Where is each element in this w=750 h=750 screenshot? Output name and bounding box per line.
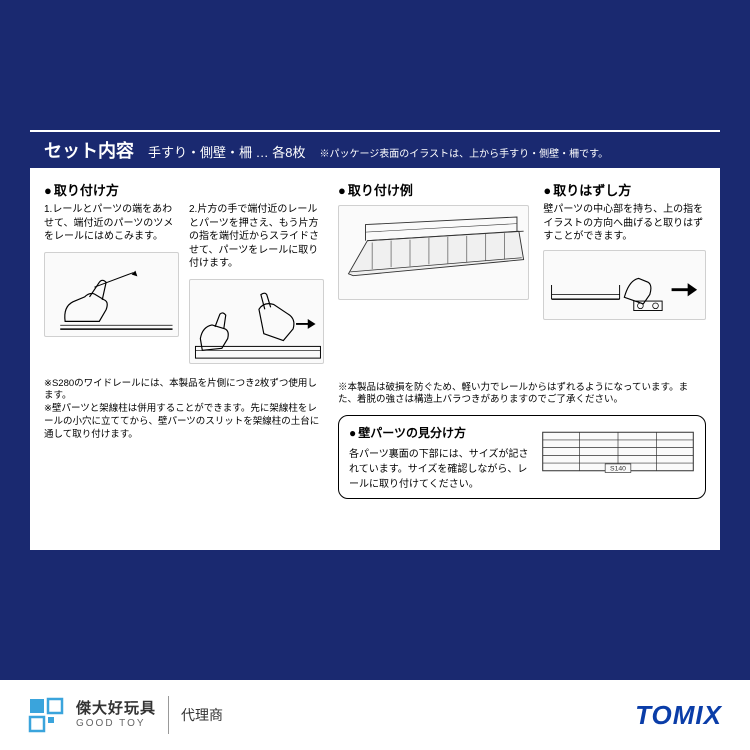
main-area: 取り付け方 1.レールとパーツの端をあわせて、端付近のパーツのツメをレールにはめ… xyxy=(30,170,720,509)
footer-left: 傑大好玩具 GOOD TOY 代理商 xyxy=(28,696,223,734)
removal-illustration xyxy=(543,250,706,320)
example-title: 取り付け例 xyxy=(338,180,529,199)
rail-panel-icon: S140 xyxy=(541,424,695,479)
hand-icon xyxy=(45,253,178,336)
removal-title: 取りはずし方 xyxy=(543,180,706,199)
company-name: 傑大好玩具 xyxy=(76,701,156,718)
install-step-1: 1.レールとパーツの端をあわせて、端付近のパーツのツメをレールにはめこみます。 xyxy=(44,203,179,364)
install-columns: 1.レールとパーツの端をあわせて、端付近のパーツのツメをレールにはめこみます。 xyxy=(44,203,324,364)
goodtoy-logo-text: 傑大好玩具 GOOD TOY xyxy=(76,701,156,729)
s280-note-text: ※S280のワイドレールには、本製品を片側につき2枚ずつ使用します。 ※壁パーツ… xyxy=(44,378,324,442)
footer-divider xyxy=(168,696,169,734)
example-section: 取り付け例 xyxy=(338,180,529,364)
identify-title: 壁パーツの見分け方 xyxy=(349,424,529,441)
instruction-panel: セット内容 手すり・側壁・柵 … 各8枚 ※パッケージ表面のイラストは、上から手… xyxy=(30,130,720,550)
svg-text:S140: S140 xyxy=(610,466,626,473)
removal-text: 壁パーツの中心部を持ち、上の指をイラストの方向へ曲げると取りはずすことができます… xyxy=(543,203,706,244)
identify-section: 壁パーツの見分け方 各パーツ裏面の下部には、サイズが記されています。サイズを確認… xyxy=(338,415,706,499)
example-illustration xyxy=(338,205,529,300)
install-step-2: 2.片方の手で端付近のレールとパーツを押さえ、もう片方の指を端付近からスライドさ… xyxy=(189,203,324,364)
lower-row: ※S280のワイドレールには、本製品を片側につき2枚ずつ使用します。 ※壁パーツ… xyxy=(44,378,706,500)
install-step2-text: 2.片方の手で端付近のレールとパーツを押さえ、もう片方の指を端付近からスライドさ… xyxy=(189,203,324,271)
agency-label: 代理商 xyxy=(181,705,223,725)
company-sub: GOOD TOY xyxy=(76,718,156,729)
identify-text: 各パーツ裏面の下部には、サイズが記されています。サイズを確認しながら、レールに取… xyxy=(349,445,529,490)
header-note: ※パッケージ表面のイラストは、上から手すり・側壁・柵です。 xyxy=(319,145,608,160)
tomix-logo: TOMIX xyxy=(635,700,722,731)
hands-icon xyxy=(190,280,323,363)
install-step1-text: 1.レールとパーツの端をあわせて、端付近のパーツのツメをレールにはめこみます。 xyxy=(44,203,179,244)
install-illustration-2 xyxy=(189,279,324,364)
footer-bar: 傑大好玩具 GOOD TOY 代理商 TOMIX xyxy=(0,680,750,750)
header-bar: セット内容 手すり・側壁・柵 … 各8枚 ※パッケージ表面のイラストは、上から手… xyxy=(30,130,720,170)
goodtoy-logo-icon xyxy=(28,697,64,733)
identify-illustration: S140 xyxy=(541,424,695,479)
identify-text-part: 壁パーツの見分け方 各パーツ裏面の下部には、サイズが記されています。サイズを確認… xyxy=(349,424,529,490)
header-subtitle: 手すり・側壁・柵 … 各8枚 xyxy=(148,142,305,161)
install-illustration-1 xyxy=(44,252,179,337)
removal-icon xyxy=(544,251,705,319)
header-title: セット内容 xyxy=(44,137,134,163)
top-row: 取り付け方 1.レールとパーツの端をあわせて、端付近のパーツのツメをレールにはめ… xyxy=(44,180,706,364)
right-lower: ※本製品は破損を防ぐため、軽い力でレールからはずれるようになっています。また、着… xyxy=(338,378,706,500)
removal-section: 取りはずし方 壁パーツの中心部を持ち、上の指をイラストの方向へ曲げると取りはずす… xyxy=(543,180,706,364)
install-title: 取り付け方 xyxy=(44,180,324,199)
install-section: 取り付け方 1.レールとパーツの端をあわせて、端付近のパーツのツメをレールにはめ… xyxy=(44,180,324,364)
bridge-icon xyxy=(339,206,528,299)
product-note: ※本製品は破損を防ぐため、軽い力でレールからはずれるようになっています。また、着… xyxy=(338,382,706,408)
s280-note: ※S280のワイドレールには、本製品を片側につき2枚ずつ使用します。 ※壁パーツ… xyxy=(44,378,324,500)
